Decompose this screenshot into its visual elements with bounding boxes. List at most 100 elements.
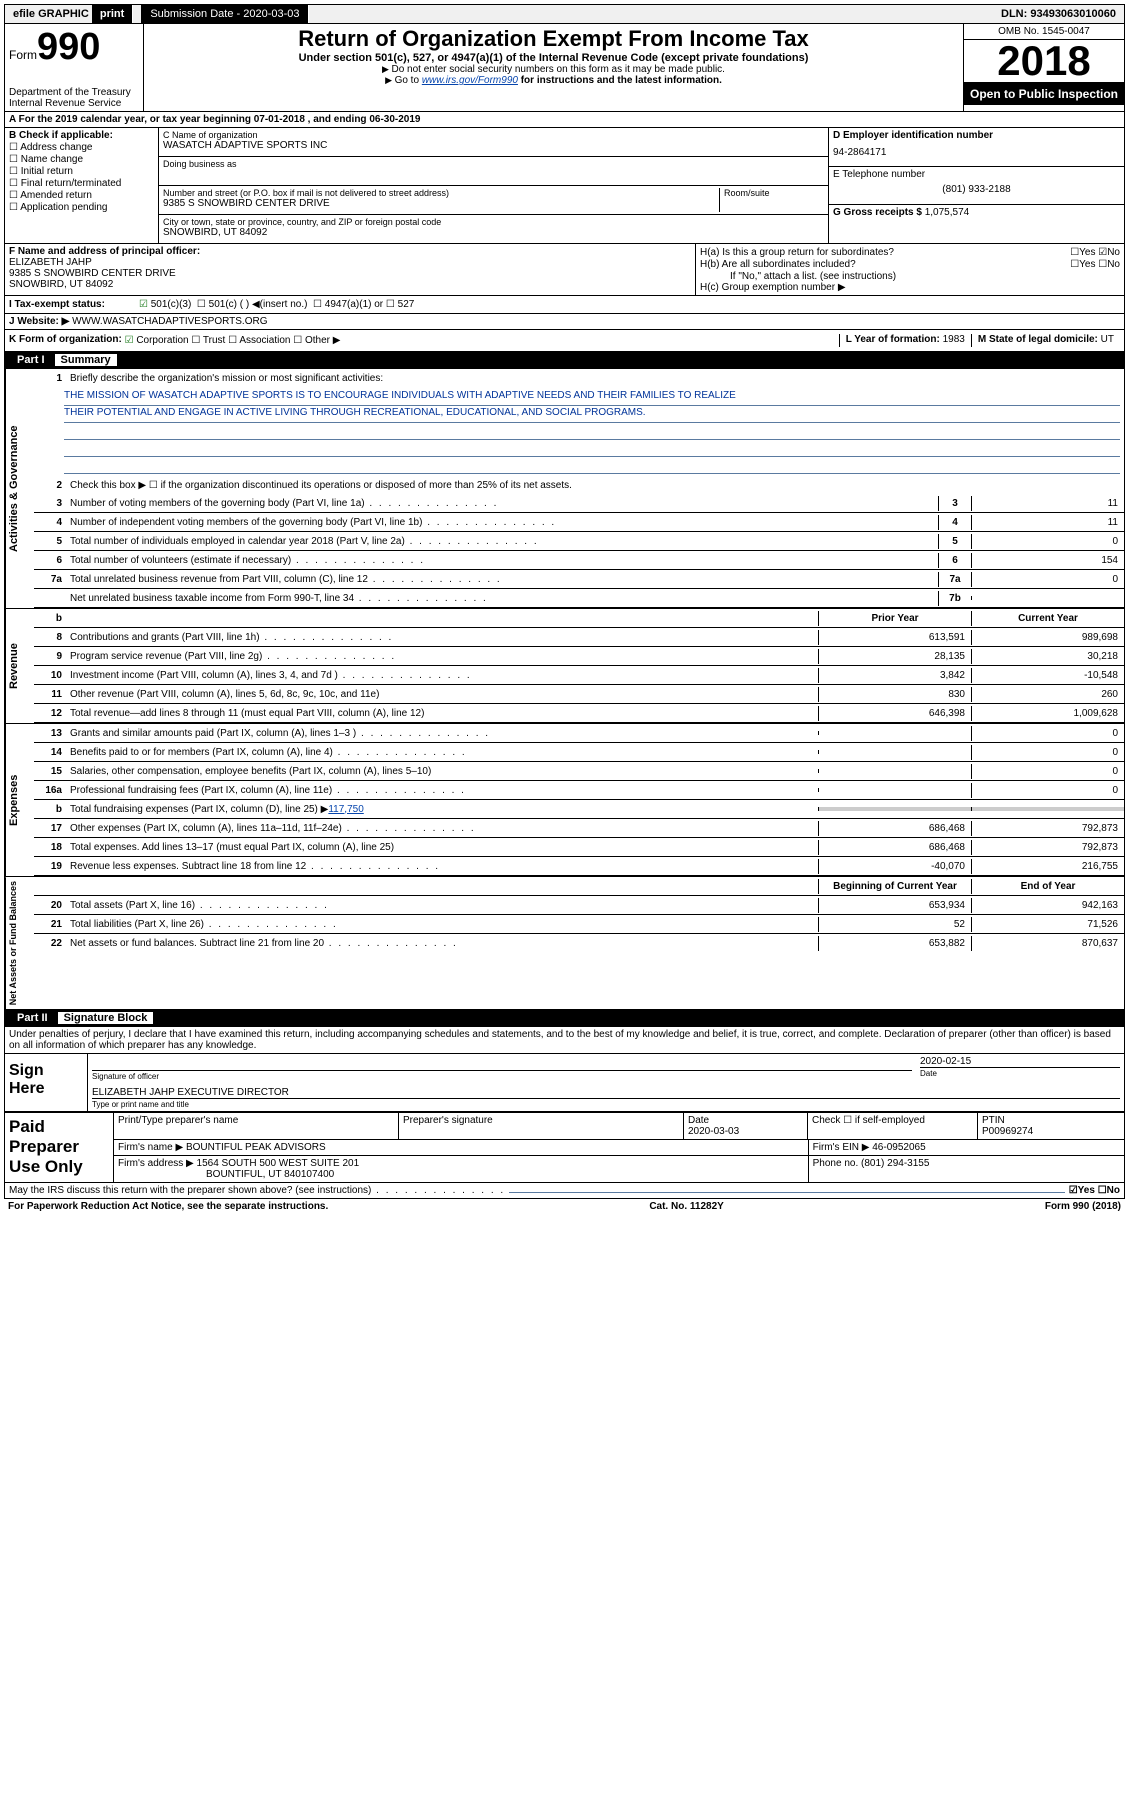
line-20: Total assets (Part X, line 16): [66, 898, 818, 913]
line-4: Number of independent voting members of …: [66, 515, 938, 530]
val-7a: 0: [971, 572, 1124, 587]
p8: 613,591: [818, 630, 971, 645]
chk-initial-return[interactable]: Initial return: [9, 166, 154, 177]
chk-other[interactable]: Other ▶: [293, 335, 340, 346]
form-title: Return of Organization Exempt From Incom…: [148, 26, 959, 52]
p18: 686,468: [818, 840, 971, 855]
firm-phone: (801) 294-3155: [861, 1158, 929, 1169]
org-name: WASATCH ADAPTIVE SPORTS INC: [163, 140, 824, 151]
chk-corporation[interactable]: Corporation: [125, 335, 189, 346]
p19: -40,070: [818, 859, 971, 874]
chk-association[interactable]: Association: [228, 335, 290, 346]
chk-amended[interactable]: Amended return: [9, 190, 154, 201]
c22: 870,637: [971, 936, 1124, 951]
chk-527[interactable]: 527: [386, 299, 414, 310]
chk-501c[interactable]: 501(c) ( ) ◀(insert no.): [197, 299, 308, 310]
p9: 28,135: [818, 649, 971, 664]
phone-value: (801) 933-2188: [833, 184, 1120, 195]
c9: 30,218: [971, 649, 1124, 664]
year-block: OMB No. 1545-0047 2018 Open to Public In…: [963, 24, 1124, 111]
c8: 989,698: [971, 630, 1124, 645]
sig-date: 2020-02-15: [920, 1056, 1120, 1067]
c11: 260: [971, 687, 1124, 702]
net-assets-section: Net Assets or Fund Balances Beginning of…: [4, 877, 1125, 1010]
chk-4947[interactable]: 4947(a)(1) or: [313, 299, 383, 310]
line-9: Program service revenue (Part VIII, line…: [66, 649, 818, 664]
line-3: Number of voting members of the governin…: [66, 496, 938, 511]
p21: 52: [818, 917, 971, 932]
c21: 71,526: [971, 917, 1124, 932]
ein-label: D Employer identification number: [833, 130, 993, 141]
line-10: Investment income (Part VIII, column (A)…: [66, 668, 818, 683]
p12: 646,398: [818, 706, 971, 721]
discuss-label: May the IRS discuss this return with the…: [9, 1185, 505, 1196]
p17: 686,468: [818, 821, 971, 836]
street-label: Number and street (or P.O. box if mail i…: [163, 188, 719, 198]
line-8: Contributions and grants (Part VIII, lin…: [66, 630, 818, 645]
phone-label: E Telephone number: [833, 169, 1120, 180]
col-c-org-info: C Name of organization WASATCH ADAPTIVE …: [159, 128, 828, 243]
c15: 0: [971, 764, 1124, 779]
website-url[interactable]: WWW.WASATCHADAPTIVESPORTS.ORG: [72, 316, 267, 327]
firm-ein: 46-0952065: [872, 1142, 925, 1153]
chk-501c3[interactable]: 501(c)(3): [139, 299, 191, 310]
col-de: D Employer identification number 94-2864…: [828, 128, 1124, 243]
k-row: K Form of organization: Corporation Trus…: [4, 330, 1125, 352]
side-net-assets: Net Assets or Fund Balances: [5, 877, 34, 1009]
chk-application-pending[interactable]: Application pending: [9, 202, 154, 213]
paperwork-notice: For Paperwork Reduction Act Notice, see …: [8, 1201, 328, 1212]
firm-name-label: Firm's name ▶: [118, 1142, 183, 1153]
chk-final-return[interactable]: Final return/terminated: [9, 178, 154, 189]
hb-answer[interactable]: ☐Yes ☐No: [1070, 259, 1120, 270]
p13: [818, 731, 971, 735]
part-2-header: Part II Signature Block: [4, 1010, 1125, 1027]
ha-answer[interactable]: ☐Yes ☑No: [1070, 247, 1120, 258]
line-1-label: Briefly describe the organization's miss…: [66, 371, 1124, 386]
line-18: Total expenses. Add lines 13–17 (must eq…: [66, 840, 818, 855]
line-22: Net assets or fund balances. Subtract li…: [66, 936, 818, 951]
tax-exempt-row: I Tax-exempt status: 501(c)(3) 501(c) ( …: [4, 296, 1125, 314]
p10: 3,842: [818, 668, 971, 683]
prep-check-label[interactable]: Check ☐ if self-employed: [812, 1115, 925, 1126]
year-formation: 1983: [943, 334, 965, 345]
governance-section: Activities & Governance 1Briefly describ…: [4, 369, 1125, 609]
hc-label: H(c) Group exemption number ▶: [700, 282, 1120, 293]
dba-label: Doing business as: [163, 159, 824, 169]
chk-address-change[interactable]: Address change: [9, 142, 154, 153]
print-button[interactable]: print: [92, 5, 133, 23]
mission-line-2: THEIR POTENTIAL AND ENGAGE IN ACTIVE LIV…: [64, 406, 1120, 423]
signature-section: Under penalties of perjury, I declare th…: [4, 1027, 1125, 1113]
mission-line-5: [64, 457, 1120, 474]
gross-value: 1,075,574: [925, 207, 970, 218]
part-1-header: Part I Summary: [4, 352, 1125, 369]
chk-name-change[interactable]: Name change: [9, 154, 154, 165]
prep-date-label: Date: [688, 1115, 709, 1126]
discuss-answer[interactable]: ☑Yes ☐No: [1069, 1185, 1120, 1196]
chk-trust[interactable]: Trust: [191, 335, 225, 346]
room-label: Room/suite: [724, 188, 824, 198]
form-subtitle: Under section 501(c), 527, or 4947(a)(1)…: [148, 52, 959, 64]
street-value: 9385 S SNOWBIRD CENTER DRIVE: [163, 198, 719, 209]
prior-year-header: Prior Year: [818, 611, 971, 626]
prep-date: 2020-03-03: [688, 1126, 739, 1137]
irs-link[interactable]: www.irs.gov/Form990: [422, 75, 518, 86]
ha-label: H(a) Is this a group return for subordin…: [700, 247, 894, 258]
city-label: City or town, state or province, country…: [163, 217, 824, 227]
sign-here-label: Sign Here: [5, 1054, 88, 1111]
section-fh: F Name and address of principal officer:…: [4, 244, 1125, 296]
line-11: Other revenue (Part VIII, column (A), li…: [66, 687, 818, 702]
c20: 942,163: [971, 898, 1124, 913]
officer-street: 9385 S SNOWBIRD CENTER DRIVE: [9, 268, 176, 279]
firm-addr1: 1564 SOUTH 500 WEST SUITE 201: [197, 1158, 360, 1169]
line-14: Benefits paid to or for members (Part IX…: [66, 745, 818, 760]
col-h-group: H(a) Is this a group return for subordin…: [695, 244, 1124, 295]
c19: 216,755: [971, 859, 1124, 874]
line-17: Other expenses (Part IX, column (A), lin…: [66, 821, 818, 836]
state-domicile: UT: [1101, 334, 1114, 345]
irs-label: Internal Revenue Service: [9, 98, 139, 109]
val-4: 11: [971, 515, 1124, 530]
mission-line-3: [64, 423, 1120, 440]
dept-treasury: Department of the Treasury: [9, 87, 139, 98]
city-value: SNOWBIRD, UT 84092: [163, 227, 824, 238]
mission-line-1: THE MISSION OF WASATCH ADAPTIVE SPORTS I…: [64, 389, 1120, 406]
